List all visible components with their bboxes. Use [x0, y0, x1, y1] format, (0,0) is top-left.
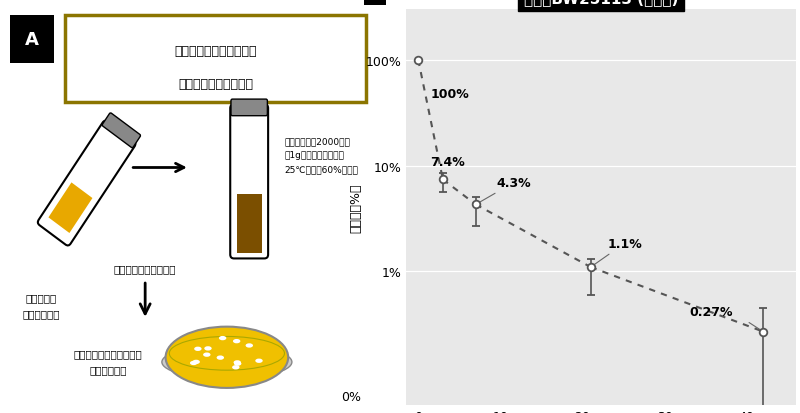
Ellipse shape	[233, 339, 240, 344]
Text: 土壌中における大腸菌の: 土壌中における大腸菌の	[174, 45, 257, 58]
Ellipse shape	[246, 344, 253, 348]
Text: 形成したコロニー数から: 形成したコロニー数から	[74, 349, 142, 358]
Ellipse shape	[234, 361, 241, 365]
Y-axis label: 生存率（%）: 生存率（%）	[350, 183, 362, 232]
Ellipse shape	[203, 353, 210, 357]
Ellipse shape	[162, 345, 292, 379]
Text: B: B	[368, 0, 382, 2]
Ellipse shape	[194, 347, 202, 351]
Ellipse shape	[255, 359, 262, 363]
Ellipse shape	[234, 361, 242, 366]
Text: 生存率を測定する手法: 生存率を測定する手法	[178, 78, 254, 91]
Ellipse shape	[166, 327, 288, 388]
Text: 経時的にサンプリング: 経時的にサンプリング	[114, 263, 177, 274]
Text: 0%: 0%	[341, 390, 361, 404]
Text: 大腸菌培養液: 大腸菌培養液	[22, 308, 60, 318]
Text: 4.3%: 4.3%	[478, 177, 531, 204]
FancyBboxPatch shape	[38, 121, 135, 246]
Text: 25℃・湿度60%で静置: 25℃・湿度60%で静置	[285, 165, 358, 174]
Bar	[49, 183, 93, 233]
Ellipse shape	[232, 365, 239, 370]
FancyBboxPatch shape	[10, 16, 54, 64]
Ellipse shape	[204, 347, 212, 351]
Ellipse shape	[193, 360, 200, 364]
Text: 0.27%: 0.27%	[690, 306, 733, 318]
FancyBboxPatch shape	[230, 105, 268, 259]
Ellipse shape	[217, 356, 224, 360]
Bar	[237, 195, 262, 253]
Text: 大腸菌細胞約2000万個: 大腸菌細胞約2000万個	[285, 137, 350, 145]
Ellipse shape	[170, 337, 285, 370]
FancyBboxPatch shape	[231, 100, 267, 116]
Text: 1.1%: 1.1%	[593, 237, 642, 266]
FancyBboxPatch shape	[66, 16, 366, 103]
Text: と1gの黒土を混合し、: と1gの黒土を混合し、	[285, 150, 344, 159]
Text: 7.4%: 7.4%	[430, 156, 466, 169]
FancyBboxPatch shape	[102, 114, 141, 148]
Ellipse shape	[219, 336, 226, 340]
Text: 前培養した: 前培養した	[26, 292, 57, 302]
Text: 100%: 100%	[430, 88, 470, 101]
Text: 生存率を算出: 生存率を算出	[90, 364, 126, 374]
Ellipse shape	[190, 361, 198, 365]
Text: A: A	[25, 31, 38, 49]
Title: 大腸菌BW25113 (野生株): 大腸菌BW25113 (野生株)	[524, 0, 678, 6]
